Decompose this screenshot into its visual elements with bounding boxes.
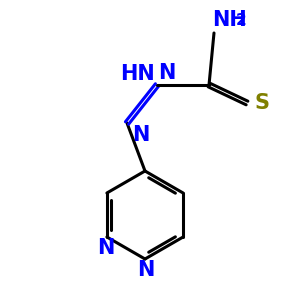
Text: N: N (132, 125, 149, 145)
Text: S: S (255, 93, 270, 113)
Text: N: N (137, 260, 155, 280)
Text: N: N (97, 238, 115, 258)
Text: 2: 2 (236, 13, 247, 28)
Text: N: N (158, 63, 175, 83)
Text: HN: HN (120, 64, 155, 84)
Text: NH: NH (212, 10, 247, 30)
